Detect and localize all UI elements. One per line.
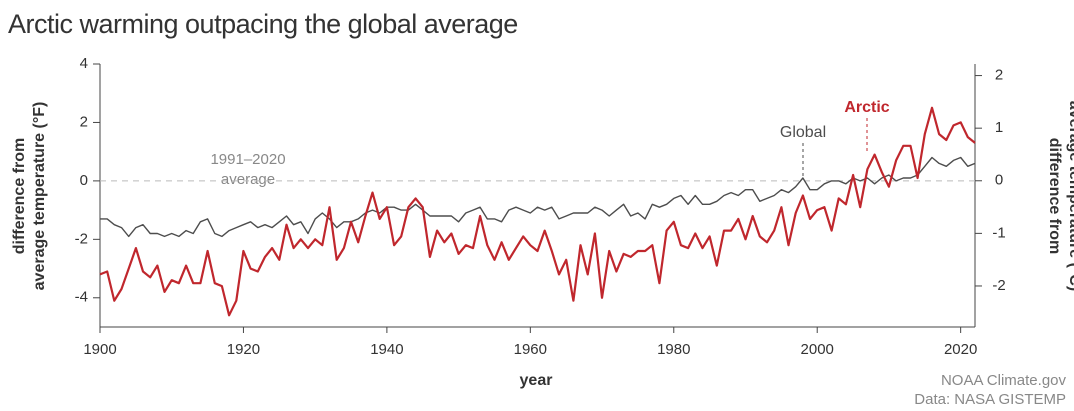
x-tick-label: 2020 xyxy=(944,341,977,358)
y2-tick-label: 1 xyxy=(995,119,1003,136)
annotation-global: Global xyxy=(780,124,826,141)
x-tick-label: 1980 xyxy=(657,341,690,358)
source: Data: NASA GISTEMP xyxy=(914,391,1066,408)
y-axis-label: difference from average temperature (°F) xyxy=(11,102,48,291)
annotation-arctic: Arctic xyxy=(844,99,889,116)
y2-axis-label-line: difference from xyxy=(1046,138,1063,254)
x-tick-label: 1920 xyxy=(227,341,260,358)
series-line xyxy=(99,106,976,317)
x-axis-label: year xyxy=(520,372,553,389)
y-tick-label: 2 xyxy=(80,113,88,130)
x-tick-label: 2000 xyxy=(801,341,834,358)
y-axis-label-line: difference from xyxy=(11,138,28,254)
y2-tick-label: 2 xyxy=(995,67,1003,84)
series-line xyxy=(100,156,976,238)
x-tick-label: 1940 xyxy=(370,341,403,358)
baseline-label: 1991–2020 xyxy=(210,151,285,168)
y-tick-label: 0 xyxy=(80,172,88,189)
y2-tick-label: 0 xyxy=(995,172,1003,189)
baseline-label: average xyxy=(221,171,275,188)
y2-tick-label: -1 xyxy=(992,224,1005,241)
x-tick-label: 1960 xyxy=(514,341,547,358)
y2-axis-label-line: average temperature (°C) xyxy=(1066,101,1074,291)
y-tick-label: -2 xyxy=(75,230,88,247)
y2-axis-label: difference from average temperature (°C) xyxy=(1046,101,1074,291)
y-tick-label: 4 xyxy=(80,55,88,72)
source: NOAA Climate.gov xyxy=(941,372,1067,389)
y-axis-label-line: average temperature (°F) xyxy=(31,102,48,291)
x-tick-label: 1900 xyxy=(83,341,116,358)
chart-title: Arctic warming outpacing the global aver… xyxy=(8,9,518,39)
y2-tick-label: -2 xyxy=(992,277,1005,294)
y-tick-label: -4 xyxy=(75,289,88,306)
